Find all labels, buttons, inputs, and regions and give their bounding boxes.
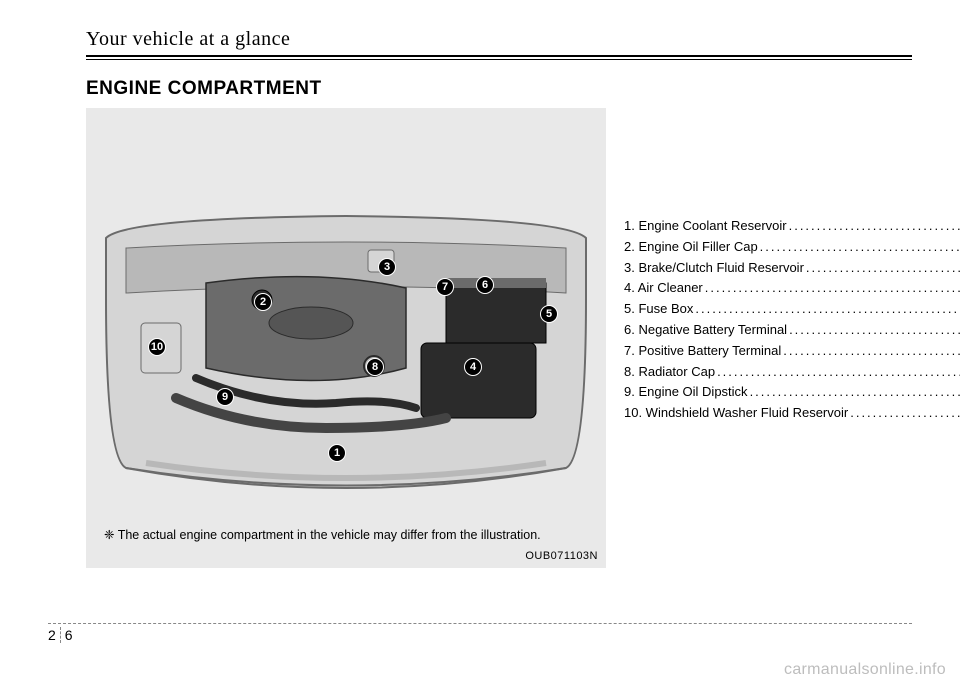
legend-item: 10. Windshield Washer Fluid Reservoir ..…: [624, 403, 960, 424]
engine-illustration: [86, 108, 606, 568]
footer-page: 6: [65, 627, 73, 643]
callout-9: 9: [216, 388, 234, 406]
figure-footnote: ❈ The actual engine compartment in the v…: [104, 527, 541, 542]
legend-item: 5. Fuse Box ............................…: [624, 299, 960, 320]
callout-8: 8: [366, 358, 384, 376]
legend-item: 8. Radiator Cap ........................…: [624, 362, 960, 383]
legend-label: 4. Air Cleaner: [624, 278, 703, 299]
manual-page: Your vehicle at a glance ENGINE COMPARTM…: [0, 0, 960, 689]
legend-label: 5. Fuse Box: [624, 299, 693, 320]
legend-dots: ........................................…: [715, 362, 960, 383]
legend-label: 3. Brake/Clutch Fluid Reservoir: [624, 258, 804, 279]
legend-label: 8. Radiator Cap: [624, 362, 715, 383]
figure-code: OUB071103N: [525, 550, 598, 562]
section-title: ENGINE COMPARTMENT: [86, 78, 912, 100]
legend-item: 9. Engine Oil Dipstick .................…: [624, 382, 960, 403]
legend-item: 2. Engine Oil Filler Cap ...............…: [624, 237, 960, 258]
callout-1: 1: [328, 444, 346, 462]
legend-label: 6. Negative Battery Terminal: [624, 320, 787, 341]
header-rule-thick: [86, 55, 912, 57]
callout-4: 4: [464, 358, 482, 376]
legend-dots: ........................................…: [787, 320, 960, 341]
legend-dots: ........................................…: [693, 299, 960, 320]
callout-3: 3: [378, 258, 396, 276]
legend-dots: ........................................…: [848, 403, 960, 424]
footer-chapter: 2: [48, 627, 61, 643]
legend-item: 3. Brake/Clutch Fluid Reservoir ........…: [624, 258, 960, 279]
legend-dots: ........................................…: [781, 341, 960, 362]
header-rule-thin: [86, 59, 912, 60]
legend-dots: ........................................…: [758, 237, 960, 258]
content-row: 1 2 3 4 5 6 7 8 9 10 ❈ The actual engine compartm…: [86, 108, 912, 568]
legend-item: 6. Negative Battery Terminal ...........…: [624, 320, 960, 341]
legend-dots: ........................................…: [804, 258, 960, 279]
callout-2: 2: [254, 293, 272, 311]
watermark: carmanualsonline.info: [784, 661, 946, 679]
legend-label: 2. Engine Oil Filler Cap: [624, 237, 758, 258]
legend-dots: ........................................…: [748, 382, 960, 403]
legend-item: 1. Engine Coolant Reservoir ............…: [624, 216, 960, 237]
callout-7: 7: [436, 278, 454, 296]
engine-figure: 1 2 3 4 5 6 7 8 9 10 ❈ The actual engine compartm…: [86, 108, 606, 568]
legend-list: 1. Engine Coolant Reservoir ............…: [624, 108, 960, 568]
legend-label: 10. Windshield Washer Fluid Reservoir: [624, 403, 848, 424]
legend-dots: ........................................…: [787, 216, 960, 237]
page-footer: 2 6: [48, 623, 912, 643]
callout-5: 5: [540, 305, 558, 323]
legend-label: 9. Engine Oil Dipstick: [624, 382, 748, 403]
callout-10: 10: [148, 338, 166, 356]
callout-6: 6: [476, 276, 494, 294]
legend-dots: ........................................…: [703, 278, 960, 299]
legend-label: 1. Engine Coolant Reservoir: [624, 216, 787, 237]
legend-label: 7. Positive Battery Terminal: [624, 341, 781, 362]
legend-item: 7. Positive Battery Terminal ...........…: [624, 341, 960, 362]
header-title: Your vehicle at a glance: [86, 28, 912, 55]
legend-item: 4. Air Cleaner .........................…: [624, 278, 960, 299]
